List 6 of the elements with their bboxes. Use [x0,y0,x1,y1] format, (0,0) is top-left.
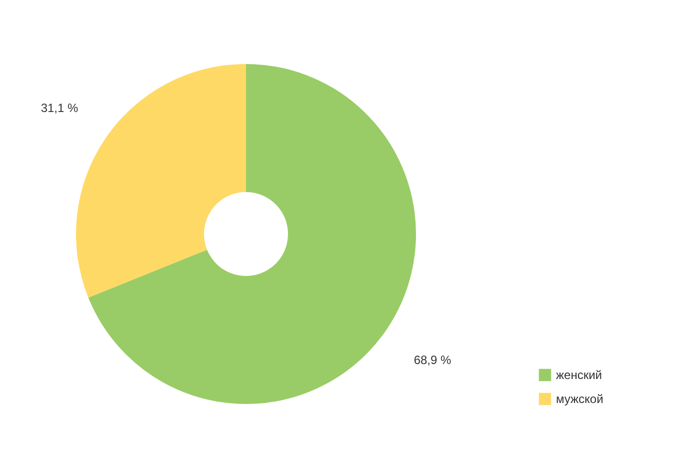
legend-label: женский [556,368,602,382]
data-label: 68,9 % [414,352,452,367]
donut-slice [76,64,246,298]
legend-label: мужской [556,392,604,406]
data-label: 31,1 % [40,101,79,116]
donut-slice [88,64,416,404]
